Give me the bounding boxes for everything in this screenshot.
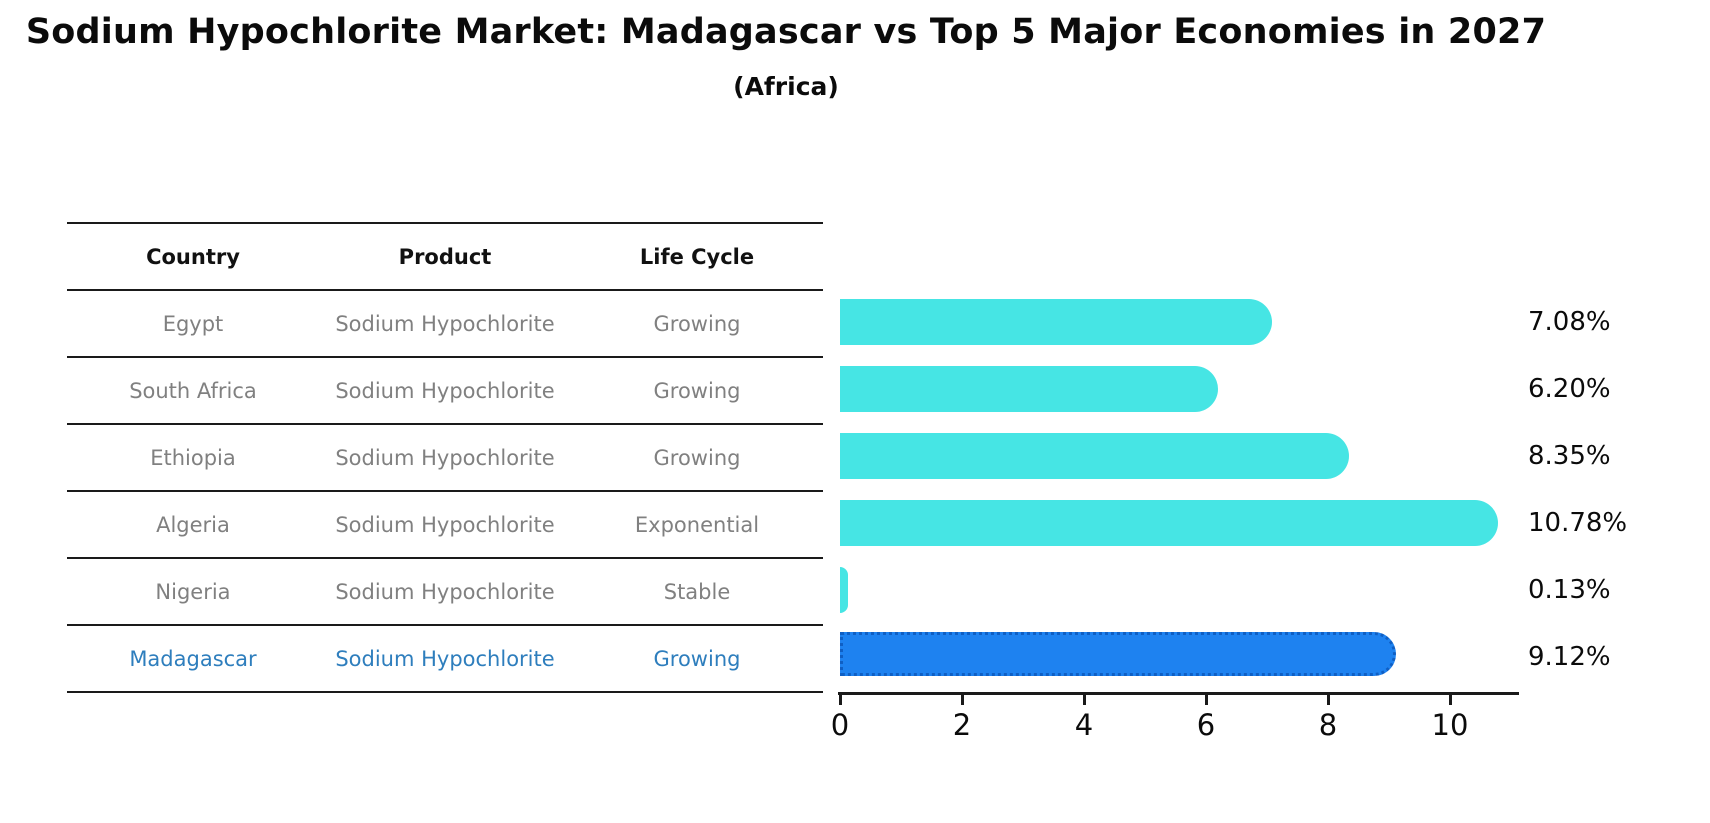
- value-label-algeria: 10.78%: [1528, 508, 1628, 538]
- value-label-nigeria: 0.13%: [1528, 575, 1611, 605]
- table-row-ethiopia: Ethiopia Sodium Hypochlorite Growing: [67, 425, 823, 492]
- cell-life-cycle: Stable: [663, 579, 731, 604]
- cell-country: Ethiopia: [150, 445, 236, 470]
- table-row-nigeria: Nigeria Sodium Hypochlorite Stable: [67, 559, 823, 626]
- value-label-ethiopia: 8.35%: [1528, 441, 1611, 471]
- x-tick-label-10: 10: [1431, 708, 1469, 742]
- bar-egypt: [840, 299, 1272, 345]
- bar-row-south-africa: [840, 356, 1540, 423]
- table-row-algeria: Algeria Sodium Hypochlorite Exponential: [67, 492, 823, 559]
- x-tick-mark-0: [839, 692, 842, 705]
- table-header-life-cycle: Life Cycle: [639, 244, 755, 269]
- x-tick-mark-2: [961, 692, 964, 705]
- cell-product: Sodium Hypochlorite: [335, 445, 555, 470]
- bar-madagascar: [840, 632, 1397, 676]
- cell-country: South Africa: [129, 378, 257, 403]
- bar-row-egypt: [840, 289, 1540, 356]
- bar-row-ethiopia: [840, 423, 1540, 490]
- bar-row-madagascar: [840, 624, 1540, 691]
- cell-country: Madagascar: [129, 646, 257, 671]
- cell-country: Egypt: [162, 311, 224, 336]
- cell-life-cycle: Exponential: [634, 512, 760, 537]
- table-row-madagascar: Madagascar Sodium Hypochlorite Growing: [67, 626, 823, 693]
- table-body: Egypt Sodium Hypochlorite Growing South Afr…: [67, 291, 823, 693]
- cell-life-cycle: Growing: [653, 311, 741, 336]
- x-tick-mark-10: [1449, 692, 1452, 705]
- cell-life-cycle: Growing: [653, 445, 741, 470]
- x-tick-label-6: 6: [1196, 708, 1216, 742]
- country-table: Country Product Life Cycle Egypt Sodium Hyp…: [67, 222, 823, 693]
- cell-product: Sodium Hypochlorite: [335, 646, 555, 671]
- bar-row-nigeria: [840, 557, 1540, 624]
- bar-algeria: [840, 500, 1498, 546]
- cell-product: Sodium Hypochlorite: [335, 311, 555, 336]
- cell-product: Sodium Hypochlorite: [335, 579, 555, 604]
- table-row-egypt: Egypt Sodium Hypochlorite Growing: [67, 291, 823, 358]
- bar-ethiopia: [840, 433, 1350, 479]
- chart-subtitle: (Africa): [733, 72, 839, 101]
- table-header-row: Country Product Life Cycle: [67, 224, 823, 291]
- cell-life-cycle: Growing: [653, 378, 741, 403]
- value-label-madagascar: 9.12%: [1528, 642, 1611, 672]
- cell-life-cycle: Growing: [653, 646, 741, 671]
- x-tick-label-0: 0: [830, 708, 850, 742]
- table-header-country: Country: [146, 244, 240, 269]
- bar-row-algeria: [840, 490, 1540, 557]
- x-tick-label-2: 2: [952, 708, 972, 742]
- bar-south-africa: [840, 366, 1219, 412]
- table-header-product: Product: [398, 244, 492, 269]
- chart-title: Sodium Hypochlorite Market: Madagascar v…: [25, 12, 1547, 52]
- x-tick-label-8: 8: [1318, 708, 1338, 742]
- value-label-south-africa: 6.20%: [1528, 374, 1611, 404]
- x-tick-mark-8: [1327, 692, 1330, 705]
- x-axis-line: [838, 692, 1519, 695]
- x-tick-mark-4: [1083, 692, 1086, 705]
- value-label-egypt: 7.08%: [1528, 307, 1611, 337]
- bar-nigeria: [840, 567, 848, 613]
- x-tick-mark-6: [1205, 692, 1208, 705]
- cell-country: Nigeria: [155, 579, 231, 604]
- cell-country: Algeria: [156, 512, 230, 537]
- x-tick-label-4: 4: [1074, 708, 1094, 742]
- table-row-south-africa: South Africa Sodium Hypochlorite Growing: [67, 358, 823, 425]
- cell-product: Sodium Hypochlorite: [335, 378, 555, 403]
- cell-product: Sodium Hypochlorite: [335, 512, 555, 537]
